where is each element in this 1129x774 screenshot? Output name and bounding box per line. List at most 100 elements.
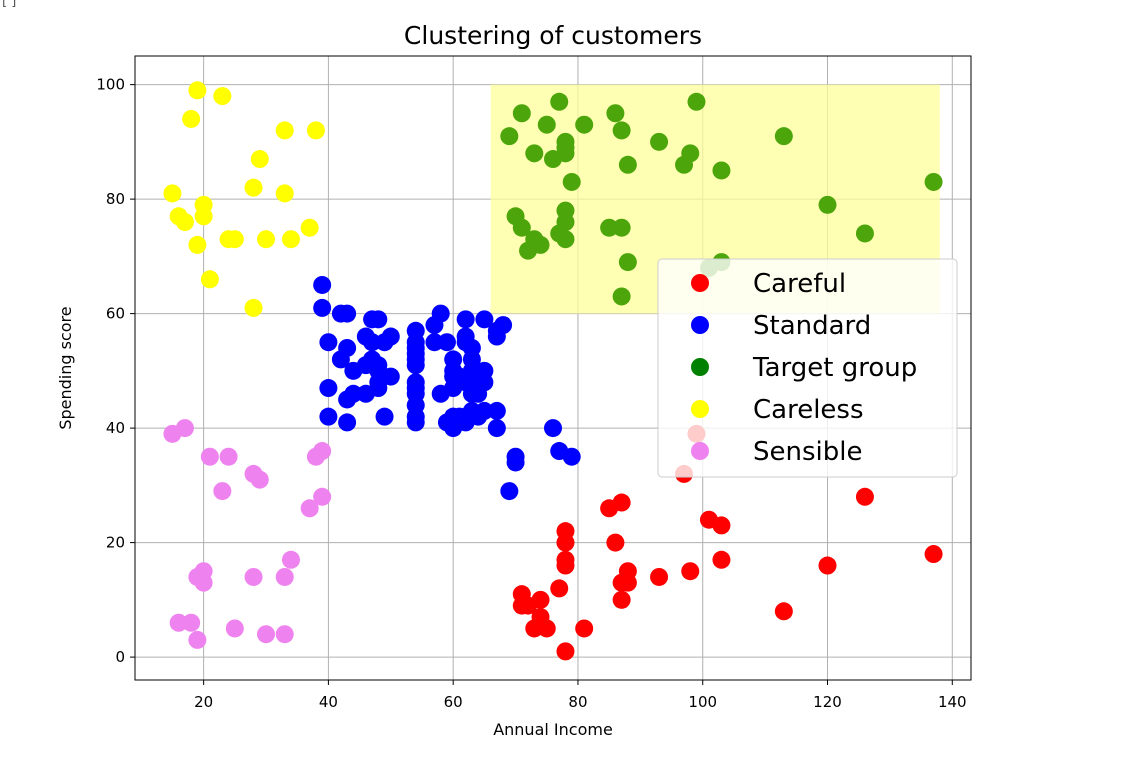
- x-axis-label: Annual Income: [493, 720, 613, 739]
- data-point-standard: [381, 367, 400, 386]
- data-point-standard: [425, 333, 444, 352]
- data-point-sensible: [244, 567, 263, 586]
- data-point-target-group: [618, 253, 637, 272]
- data-point-standard: [313, 275, 332, 294]
- data-point-standard: [475, 401, 494, 420]
- chart-title: Clustering of customers: [404, 21, 702, 50]
- data-point-sensible: [219, 447, 238, 466]
- data-point-careless: [175, 213, 194, 232]
- data-point-target-group: [681, 144, 700, 163]
- y-tick-label: 80: [106, 190, 125, 208]
- legend-marker-standard: [691, 316, 709, 334]
- data-point-careful: [606, 533, 625, 552]
- data-point-standard: [344, 384, 363, 403]
- data-point-standard: [544, 419, 562, 438]
- data-point-standard: [338, 413, 357, 432]
- data-point-standard: [369, 310, 388, 329]
- data-point-careless: [194, 195, 213, 214]
- legend-label-sensible: Sensible: [753, 437, 862, 467]
- data-point-standard: [406, 321, 425, 340]
- data-point-sensible: [275, 625, 294, 644]
- legend-label-target-group: Target group: [752, 353, 917, 383]
- data-point-sensible: [200, 447, 219, 466]
- data-point-target-group: [774, 127, 793, 146]
- data-point-sensible: [194, 573, 213, 592]
- axis-ticks-layer: 20 40 60 80 100 120 140 0 20 40 60 80 100: [96, 76, 966, 711]
- data-point-standard: [431, 304, 450, 323]
- cell-corner-mark: [ ]: [2, 0, 17, 9]
- data-point-careless: [281, 230, 300, 249]
- data-point-target-group: [855, 224, 874, 243]
- data-point-careful: [575, 619, 594, 638]
- data-point-standard: [437, 333, 456, 352]
- data-point-target-group: [550, 92, 569, 111]
- y-tick-label: 100: [96, 76, 125, 94]
- data-point-standard: [506, 453, 525, 472]
- data-point-careful: [556, 642, 575, 661]
- data-point-careless: [275, 121, 294, 140]
- data-point-sensible: [275, 567, 294, 586]
- data-point-sensible: [182, 613, 201, 632]
- data-point-careful: [855, 487, 874, 506]
- x-tick-label: 120: [813, 693, 842, 711]
- data-point-careful: [556, 533, 575, 552]
- data-point-sensible: [188, 630, 207, 649]
- legend-marker-sensible: [691, 442, 709, 460]
- data-point-careless: [275, 184, 294, 203]
- data-point-target-group: [556, 230, 575, 249]
- data-point-standard: [487, 419, 506, 438]
- data-point-careful: [650, 567, 669, 586]
- data-point-standard: [562, 447, 581, 466]
- data-point-target-group: [512, 218, 531, 237]
- data-point-standard: [338, 338, 357, 357]
- data-point-sensible: [313, 487, 332, 506]
- y-tick-label: 40: [106, 419, 125, 437]
- data-point-target-group: [712, 161, 731, 180]
- data-point-sensible: [313, 442, 332, 461]
- data-point-standard: [462, 338, 481, 357]
- data-point-sensible: [213, 482, 232, 501]
- data-points-layer: [163, 81, 943, 661]
- data-point-careful: [531, 590, 550, 609]
- data-point-careful: [681, 562, 700, 581]
- data-point-careless: [188, 235, 207, 254]
- data-point-target-group: [556, 138, 575, 157]
- data-point-careless: [163, 184, 182, 203]
- data-point-target-group: [818, 195, 837, 214]
- data-point-careless: [213, 87, 232, 106]
- legend: Careful Standard Target group Careless Sensi…: [657, 258, 958, 478]
- data-point-standard: [494, 316, 513, 335]
- y-tick-label: 60: [106, 305, 125, 323]
- data-point-careful: [550, 579, 569, 598]
- data-point-sensible: [169, 613, 188, 632]
- data-point-standard: [381, 327, 400, 346]
- data-point-standard: [475, 361, 494, 380]
- data-point-standard: [319, 379, 338, 398]
- legend-label-careful: Careful: [753, 269, 846, 299]
- legend-label-standard: Standard: [753, 311, 871, 341]
- legend-marker-careful: [691, 274, 709, 292]
- data-point-target-group: [525, 144, 544, 163]
- legend-box: [657, 258, 958, 478]
- y-tick-label: 20: [106, 534, 125, 552]
- data-point-target-group: [575, 115, 594, 134]
- data-point-careless: [257, 230, 276, 249]
- data-point-standard: [363, 333, 382, 352]
- data-point-target-group: [687, 92, 706, 111]
- data-point-careful: [612, 493, 631, 512]
- data-point-careful: [712, 550, 731, 569]
- data-point-careless: [225, 230, 244, 249]
- data-point-sensible: [175, 419, 194, 438]
- data-point-careful: [618, 573, 637, 592]
- y-axis-label: Spending score: [56, 306, 75, 429]
- data-point-target-group: [556, 201, 575, 220]
- x-tick-label: 40: [319, 693, 338, 711]
- data-point-careless: [200, 270, 219, 289]
- data-point-standard: [406, 384, 425, 403]
- data-point-target-group: [562, 172, 581, 191]
- x-tick-label: 140: [938, 693, 967, 711]
- data-point-standard: [406, 356, 425, 375]
- data-point-sensible: [300, 499, 319, 518]
- data-point-standard: [406, 413, 425, 432]
